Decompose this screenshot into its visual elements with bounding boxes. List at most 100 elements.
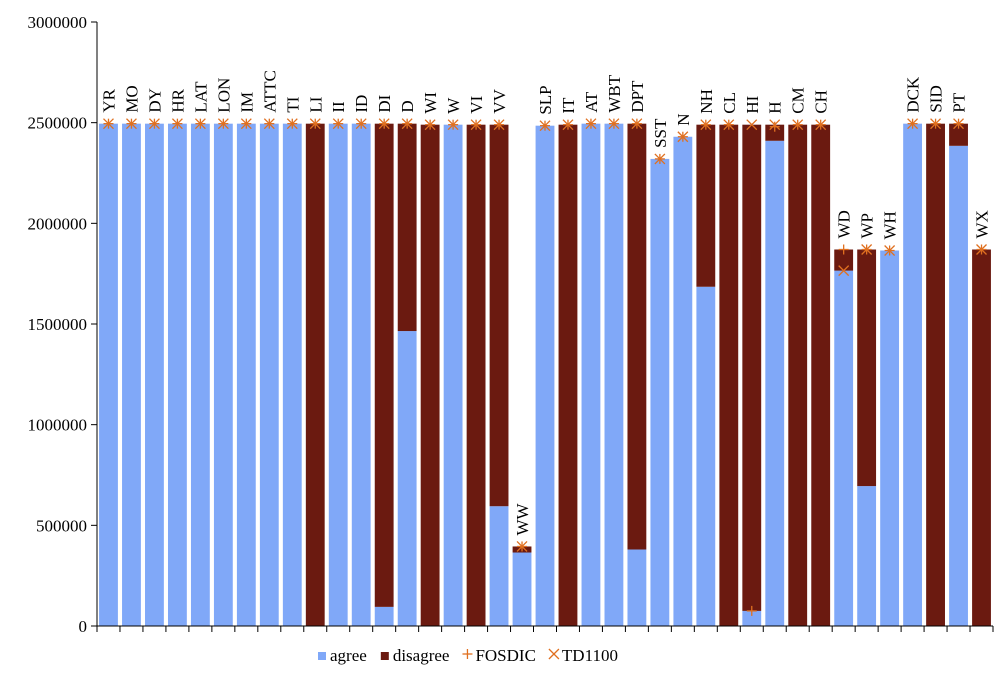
category-label: NH <box>697 89 716 114</box>
category-label: SLP <box>536 85 555 114</box>
bar <box>903 123 923 626</box>
marker <box>654 153 666 165</box>
marker <box>585 118 597 130</box>
category-label: ID <box>352 95 371 113</box>
marker <box>217 118 229 130</box>
marker <box>769 119 781 131</box>
bar <box>604 123 624 626</box>
category-label: WBT <box>605 74 624 112</box>
bar <box>328 123 348 626</box>
bar <box>122 123 141 626</box>
bar <box>282 123 302 626</box>
category-label: VI <box>467 95 486 113</box>
bar <box>213 123 233 626</box>
bar <box>857 486 877 626</box>
bar <box>627 549 647 626</box>
bar <box>880 250 900 626</box>
legend-marker <box>462 649 473 659</box>
marker-stroke <box>493 119 505 131</box>
bar <box>972 249 991 627</box>
category-label: VV <box>490 88 509 113</box>
marker-stroke <box>332 118 344 130</box>
bar <box>466 124 486 627</box>
bar <box>581 123 601 626</box>
marker <box>493 119 505 131</box>
category-label: D <box>398 100 417 112</box>
legend-label: disagree <box>393 646 450 665</box>
marker <box>746 119 758 131</box>
marker <box>148 118 160 130</box>
category-label: CH <box>812 90 831 114</box>
marker-stroke <box>401 118 413 130</box>
marker-stroke <box>562 119 574 131</box>
category-label: PT <box>950 92 969 112</box>
category-label: WW <box>513 502 532 535</box>
marker <box>539 120 551 132</box>
legend-swatch <box>380 652 389 660</box>
marker <box>769 121 780 132</box>
legend-marker <box>548 648 560 660</box>
bar <box>696 124 716 287</box>
bar <box>949 123 968 146</box>
marker-stroke <box>838 265 850 277</box>
legend-marker-stroke <box>548 648 560 660</box>
marker-stroke <box>930 118 942 130</box>
bar <box>857 249 877 487</box>
marker <box>332 118 344 130</box>
y-tick-label: 0 <box>79 617 88 636</box>
bar <box>351 123 371 626</box>
marker-stroke <box>884 245 896 256</box>
marker <box>723 119 735 131</box>
marker-stroke <box>217 118 229 130</box>
category-label: MO <box>122 85 141 112</box>
marker-stroke <box>378 118 390 130</box>
bar <box>558 124 578 627</box>
y-tick-label: 500000 <box>36 516 87 535</box>
marker-stroke <box>815 119 827 131</box>
marker-stroke <box>355 118 367 130</box>
marker-stroke <box>470 119 482 131</box>
category-label: HI <box>743 95 762 113</box>
marker <box>907 118 919 130</box>
bar <box>190 123 210 626</box>
marker-stroke <box>769 119 781 131</box>
marker <box>861 244 873 255</box>
category-label: LI <box>306 96 325 112</box>
marker <box>103 118 114 130</box>
marker-stroke <box>631 118 643 130</box>
marker-stroke <box>861 244 873 255</box>
marker <box>953 118 964 130</box>
marker-stroke <box>700 119 712 131</box>
legend-label: FOSDIC <box>475 646 535 665</box>
marker-stroke <box>608 118 620 130</box>
marker-stroke <box>746 119 758 131</box>
bar <box>673 136 693 626</box>
marker <box>746 605 757 616</box>
marker <box>815 119 827 131</box>
category-label: II <box>329 101 348 113</box>
marker <box>631 118 643 130</box>
marker <box>838 265 850 277</box>
marker-stroke <box>976 244 987 255</box>
legend-swatch <box>318 652 326 660</box>
marker <box>516 541 528 552</box>
marker <box>309 118 321 130</box>
category-label: DPT <box>628 80 647 113</box>
category-label: ATTC <box>260 70 279 113</box>
marker-stroke <box>447 119 459 131</box>
marker-stroke <box>516 541 528 552</box>
marker <box>608 118 620 130</box>
marker-stroke <box>424 119 436 131</box>
category-label: WP <box>858 213 877 239</box>
category-label: N <box>674 113 693 125</box>
bar <box>926 123 945 626</box>
category-label: CM <box>789 87 808 113</box>
legend-label: agree <box>330 646 367 665</box>
bar <box>949 145 968 626</box>
marker-stroke <box>907 118 919 130</box>
bar <box>765 140 785 626</box>
legend-label: TD1100 <box>562 646 618 665</box>
marker <box>677 131 689 143</box>
category-label: YR <box>99 88 118 112</box>
bar <box>145 123 164 626</box>
